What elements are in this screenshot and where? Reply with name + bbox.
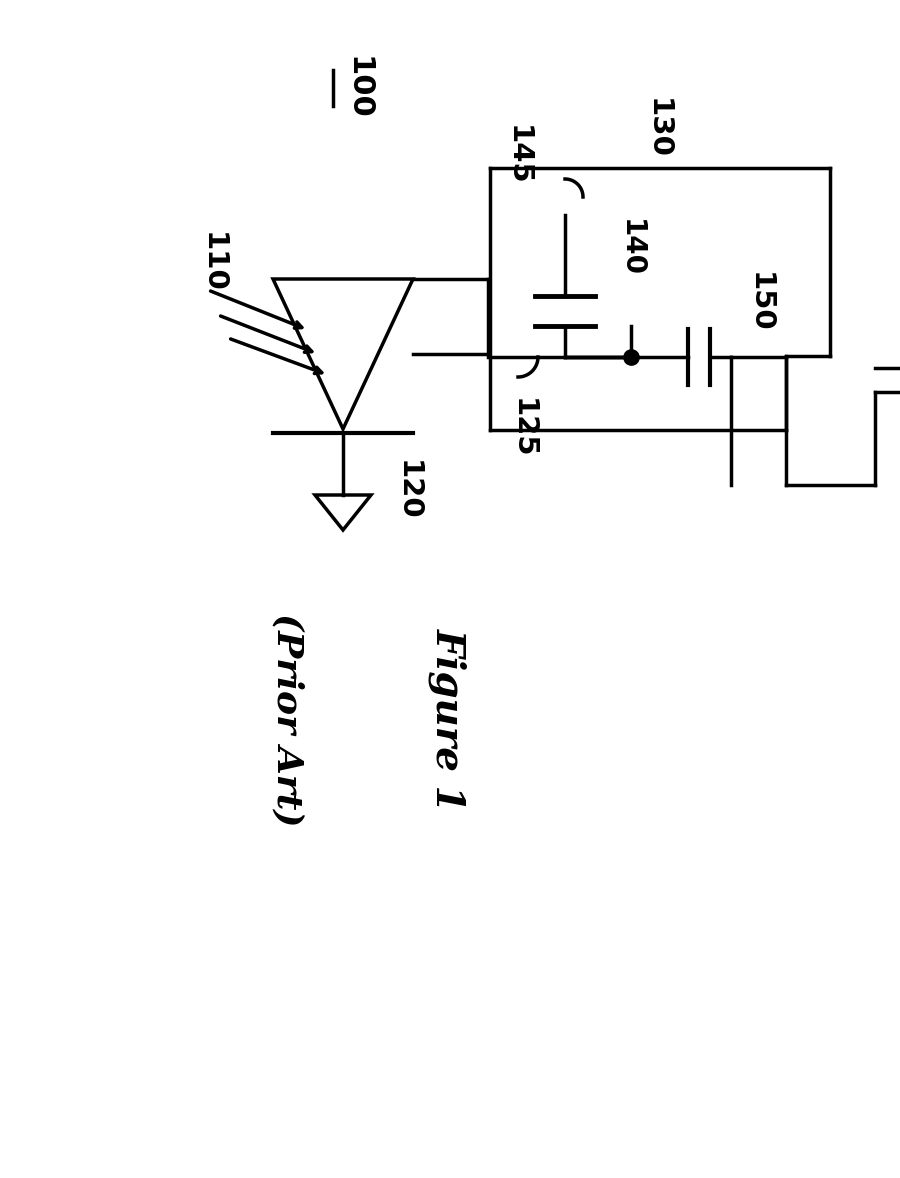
Text: 150: 150 — [746, 272, 774, 332]
Text: Figure 1: Figure 1 — [428, 628, 467, 812]
Text: 125: 125 — [509, 398, 537, 458]
Text: 130: 130 — [644, 98, 672, 158]
Text: (Prior Art): (Prior Art) — [271, 614, 305, 827]
Text: 120: 120 — [394, 459, 422, 521]
Text: 100: 100 — [344, 57, 373, 120]
Text: 140: 140 — [617, 219, 645, 277]
Text: 110: 110 — [199, 232, 227, 292]
Text: 145: 145 — [504, 125, 532, 185]
